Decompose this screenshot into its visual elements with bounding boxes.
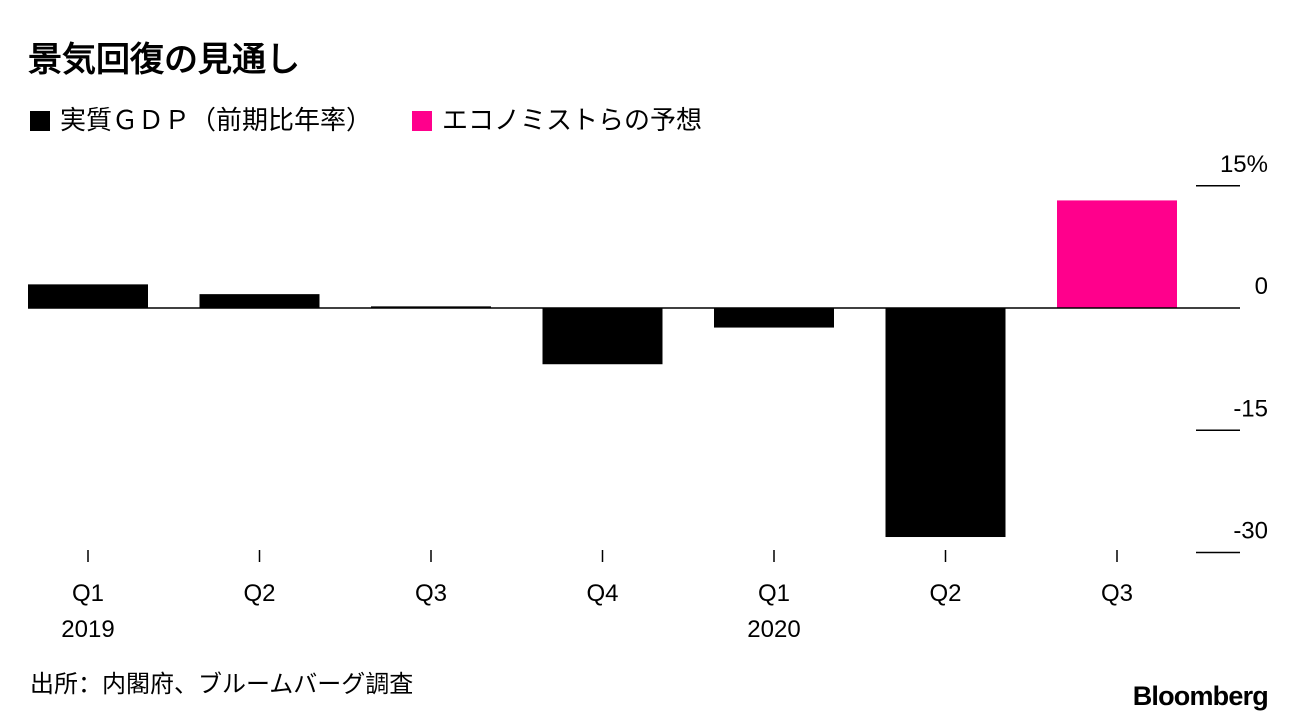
bar-6 (885, 308, 1006, 538)
y-tick-label-1: 15% (1220, 151, 1268, 178)
bar-2 (199, 294, 320, 308)
x-tick-label-6: Q2 (929, 580, 961, 607)
bloomberg-logo: Bloomberg (1132, 681, 1269, 711)
legend-label-gdp: 実質ＧＤＰ（前期比年率） (60, 106, 373, 136)
bar-4 (542, 308, 663, 365)
legend-label-forecast: エコノミストらの予想 (442, 106, 703, 136)
x-tick-label-5: Q1 (758, 580, 790, 607)
legend: 実質ＧＤＰ（前期比年率） エコノミストらの予想 (30, 104, 742, 138)
bar-5 (714, 308, 834, 328)
legend-swatch-gdp (30, 111, 50, 131)
legend-item-forecast: エコノミストらの予想 (412, 104, 702, 138)
x-year-label-5: 2020 (747, 616, 800, 643)
x-tick-label-4: Q4 (586, 580, 618, 607)
source-note: 出所：内閣府、ブルームバーグ調査 (30, 670, 414, 698)
x-tick-label-3: Q3 (415, 580, 447, 607)
y-tick-label-2: 0 (1255, 273, 1268, 300)
x-tick-label-2: Q2 (243, 580, 275, 607)
bar-1 (28, 284, 148, 308)
legend-item-gdp: 実質ＧＤＰ（前期比年率） (30, 104, 372, 138)
chart-title: 景気回復の見通し (28, 40, 300, 80)
legend-swatch-forecast (412, 111, 433, 131)
x-tick-label-1: Q1 (72, 580, 104, 607)
y-tick-label-4: -30 (1233, 518, 1268, 545)
y-tick-label-3: -15 (1233, 395, 1268, 422)
bar-7 (1057, 200, 1177, 308)
x-tick-label-7: Q3 (1101, 580, 1133, 607)
x-year-label-1: 2019 (61, 616, 114, 643)
